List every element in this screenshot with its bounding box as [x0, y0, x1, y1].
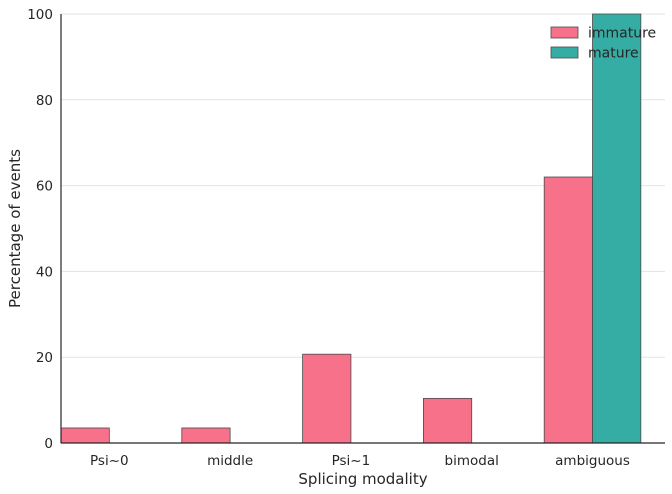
- x-axis-label: Splicing modality: [298, 470, 427, 488]
- x-tick-label: bimodal: [445, 453, 499, 469]
- legend-swatch-immature: [550, 26, 579, 39]
- y-tick-label: 0: [44, 436, 53, 452]
- legend-swatch-mature: [550, 46, 579, 59]
- bar-immature-ambiguous: [543, 176, 593, 444]
- axes: [60, 14, 665, 444]
- x-tick-label: middle: [207, 453, 253, 469]
- bar-immature-middle: [181, 427, 231, 444]
- y-tick-labels: 0 20 40 60 80 100: [27, 7, 53, 452]
- bar-immature-Psi~1: [302, 353, 352, 444]
- x-tick-labels: Psi~0 middle Psi~1 bimodal ambiguous: [90, 453, 630, 469]
- y-tick-label: 80: [36, 93, 53, 109]
- legend-label-immature: immature: [588, 26, 656, 42]
- x-tick-label: ambiguous: [555, 453, 630, 469]
- y-tick-label: 100: [27, 7, 53, 23]
- y-tick-label: 20: [36, 350, 53, 366]
- bars: [60, 13, 642, 444]
- y-axis-label: Percentage of events: [6, 149, 24, 308]
- legend-label-mature: mature: [588, 46, 639, 62]
- bar-mature-ambiguous: [592, 13, 642, 444]
- legend: immature mature: [550, 26, 656, 62]
- x-tick-label: Psi~1: [332, 453, 371, 469]
- bar-immature-bimodal: [422, 397, 473, 444]
- bar-immature-Psi~0: [60, 427, 110, 444]
- x-tick-label: Psi~0: [90, 453, 129, 469]
- y-tick-label: 40: [36, 264, 53, 280]
- y-tick-label: 60: [36, 179, 53, 195]
